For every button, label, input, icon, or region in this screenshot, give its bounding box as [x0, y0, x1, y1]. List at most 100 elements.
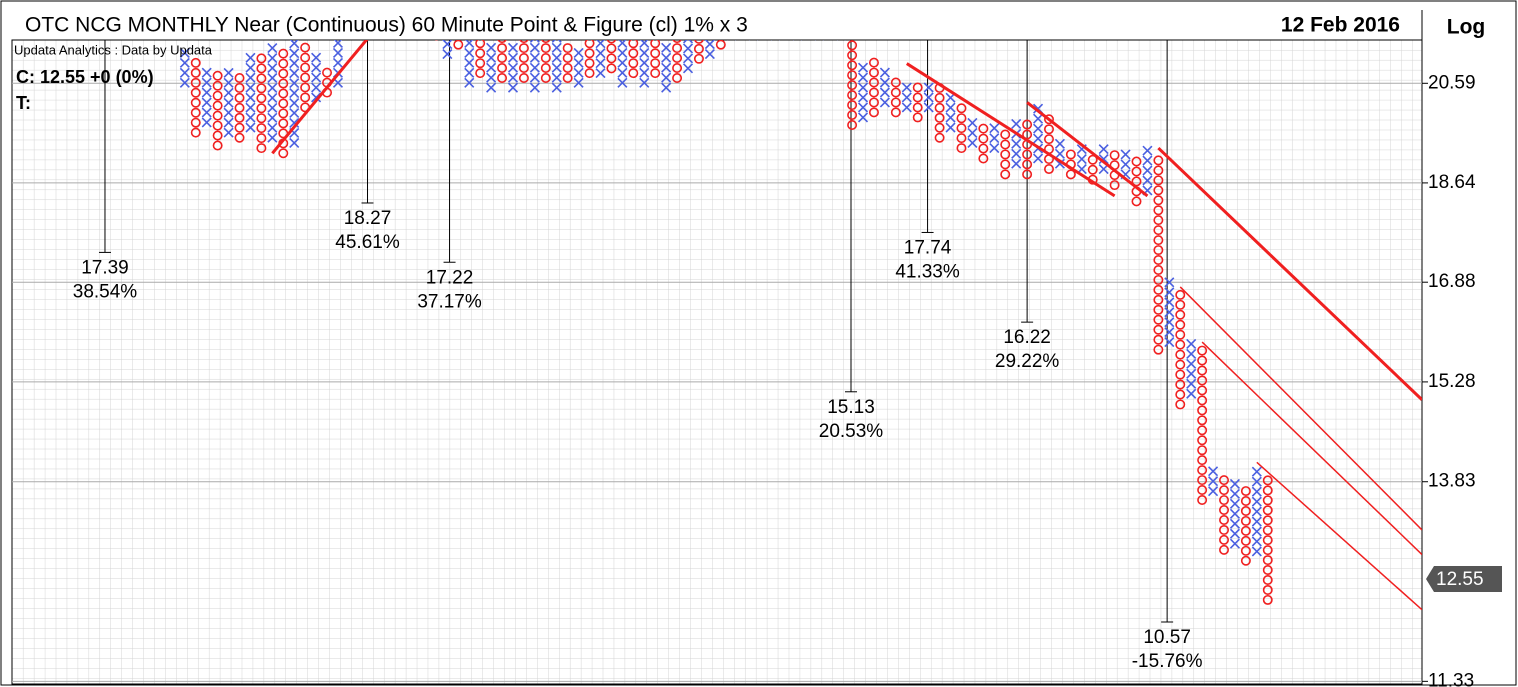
o-box — [847, 50, 858, 61]
y-tick-label: 11.33 — [1428, 670, 1474, 687]
o-column — [1175, 289, 1186, 410]
o-box — [1087, 154, 1098, 165]
x-box — [464, 47, 475, 58]
o-box — [978, 153, 989, 164]
o-box — [1219, 515, 1229, 525]
x-box — [945, 102, 956, 113]
o-box — [847, 90, 858, 101]
x-box — [179, 57, 190, 68]
x-box — [245, 82, 256, 93]
x-box — [179, 47, 190, 58]
x-column — [595, 40, 606, 79]
o-box — [190, 67, 201, 78]
x-box — [551, 62, 562, 73]
o-box — [1197, 395, 1208, 406]
x-box — [267, 92, 278, 103]
o-column — [650, 40, 661, 79]
x-box — [704, 40, 715, 50]
o-box — [1022, 169, 1033, 180]
x-column — [617, 40, 628, 88]
o-box — [518, 63, 529, 73]
trendline — [1256, 461, 1422, 611]
o-column — [693, 40, 704, 64]
o-box — [1131, 166, 1142, 177]
x-box — [857, 102, 869, 113]
o-column — [212, 70, 223, 151]
o-box — [1153, 344, 1164, 355]
o-box — [672, 63, 683, 73]
x-box — [879, 97, 890, 108]
o-box — [1175, 319, 1186, 330]
o-box — [650, 68, 661, 79]
o-column — [497, 40, 508, 83]
x-box — [486, 82, 497, 93]
x-column — [682, 40, 694, 74]
o-box — [1197, 445, 1208, 456]
o-box — [1153, 215, 1164, 226]
x-box — [1164, 287, 1175, 298]
o-box — [278, 118, 289, 129]
o-column — [1153, 155, 1164, 355]
y-tick-label: 15.28 — [1428, 371, 1476, 392]
x-box — [923, 82, 934, 93]
o-box — [1197, 455, 1208, 466]
o-column — [518, 40, 529, 83]
o-box — [868, 87, 879, 98]
x-box — [573, 47, 584, 58]
target-value: 17.22 — [426, 267, 474, 288]
x-box — [857, 72, 869, 83]
x-box — [267, 53, 278, 64]
o-box — [234, 122, 245, 133]
x-box — [486, 72, 497, 83]
o-box — [628, 40, 639, 49]
o-box — [1153, 195, 1164, 206]
o-box — [956, 123, 967, 134]
o-box — [1262, 555, 1273, 566]
x-box — [617, 67, 628, 78]
o-box — [518, 72, 529, 83]
x-box — [682, 63, 694, 74]
x-box — [857, 82, 869, 93]
o-box — [1175, 309, 1186, 320]
o-box — [1153, 334, 1164, 345]
o-box — [1175, 359, 1186, 370]
o-box — [1240, 525, 1251, 536]
x-box — [617, 77, 628, 88]
x-box — [923, 102, 934, 113]
o-box — [847, 100, 858, 111]
o-box — [1175, 289, 1186, 300]
o-box — [234, 82, 245, 93]
o-box — [1175, 349, 1186, 360]
target-percent: 45.61% — [335, 232, 400, 253]
o-box — [234, 72, 245, 83]
x-box — [1251, 486, 1262, 497]
x-box — [311, 92, 322, 103]
o-box — [256, 123, 267, 134]
x-box — [201, 67, 212, 78]
o-column — [584, 40, 595, 79]
x-box — [551, 40, 562, 43]
x-box — [332, 47, 344, 58]
o-box — [190, 117, 201, 128]
o-box — [693, 53, 704, 64]
o-box — [1240, 496, 1251, 506]
trendline — [1157, 146, 1422, 401]
x-box — [245, 102, 256, 113]
o-box — [212, 130, 223, 141]
o-box — [912, 92, 923, 103]
x-column — [989, 123, 1000, 154]
x-box — [617, 57, 628, 68]
o-box — [956, 143, 967, 154]
o-box — [606, 40, 617, 44]
o-box — [1087, 164, 1098, 175]
x-box — [595, 58, 606, 69]
x-box — [201, 107, 212, 118]
o-box — [1175, 399, 1186, 410]
o-box — [1153, 175, 1164, 186]
o-box — [278, 108, 289, 119]
o-box — [519, 40, 529, 44]
trendline — [271, 40, 369, 155]
x-box — [551, 72, 562, 83]
x-column — [245, 52, 256, 133]
x-column — [1251, 466, 1262, 557]
